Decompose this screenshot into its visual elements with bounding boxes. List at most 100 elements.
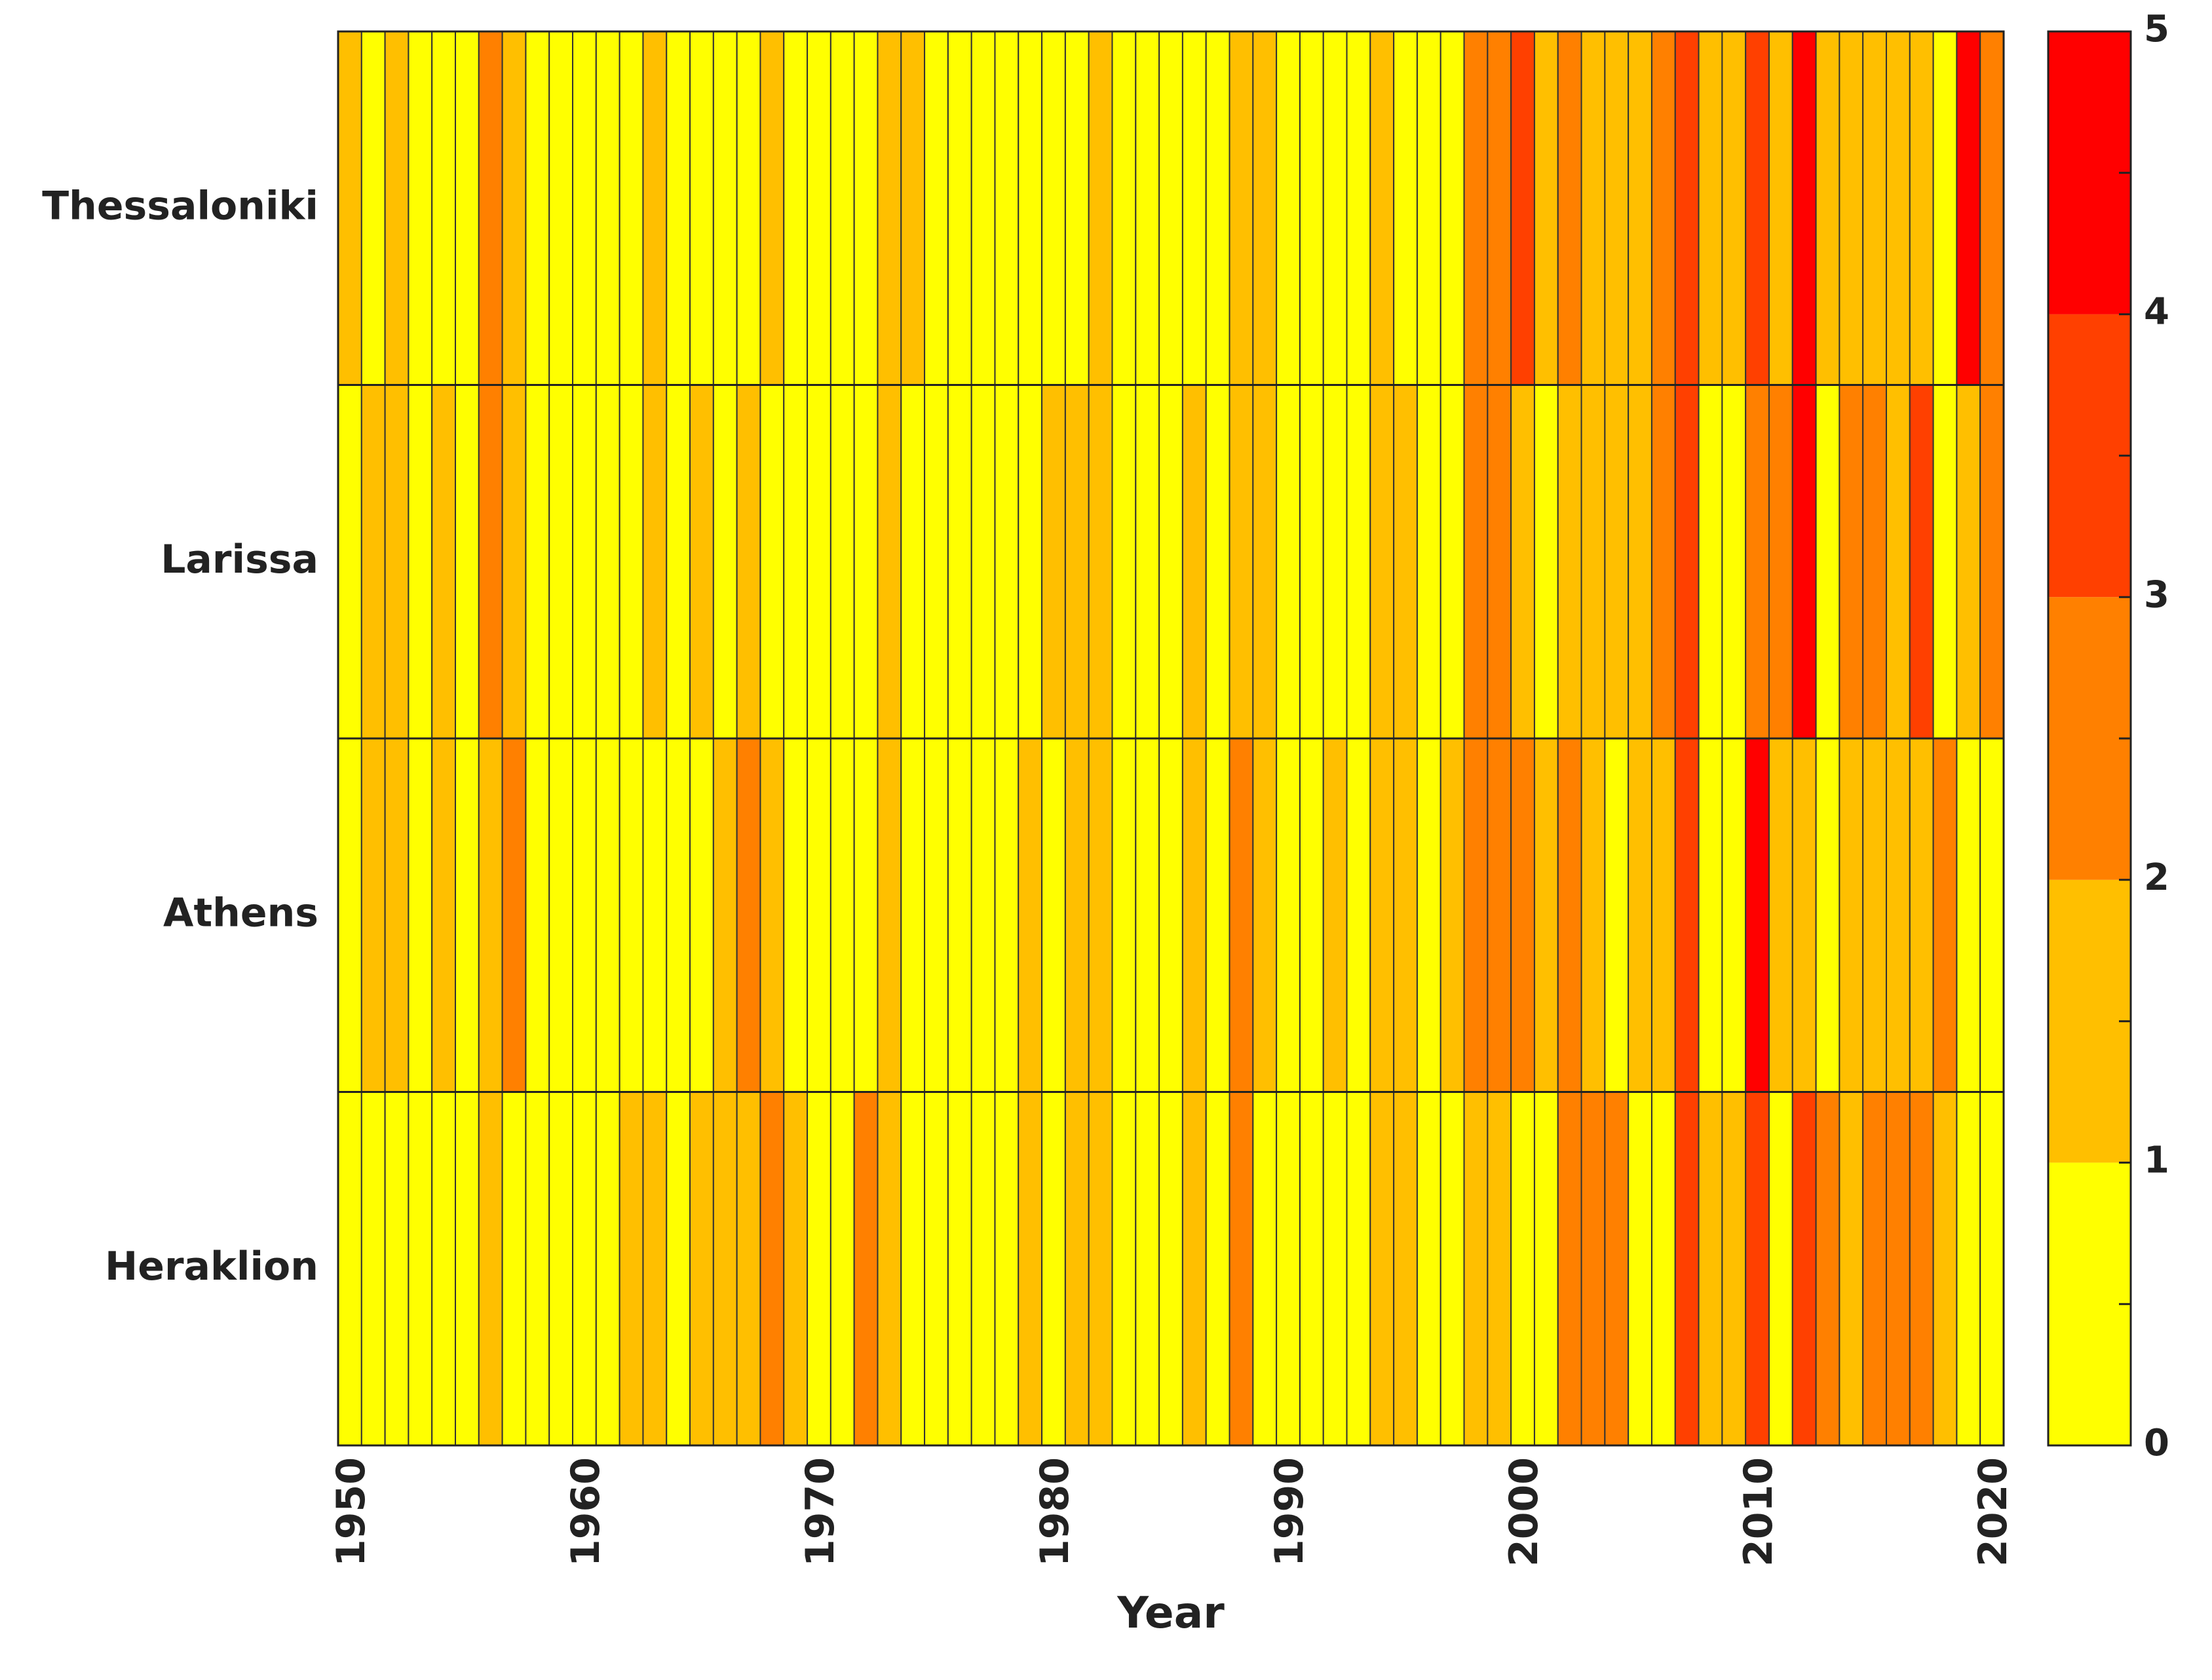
heatmap-cell-larissa-1952 xyxy=(384,384,410,739)
heatmap-cell-heraklion-2012 xyxy=(1791,1091,1817,1446)
heatmap-cell-athens-2005 xyxy=(1628,738,1652,1093)
heatmap-cell-larissa-2018 xyxy=(1932,384,1958,739)
heatmap-cell-thessaloniki-2017 xyxy=(1909,31,1934,386)
heatmap-cell-thessaloniki-2008 xyxy=(1698,31,1723,386)
heatmap-cell-thessaloniki-1974 xyxy=(900,31,926,386)
heatmap-cell-thessaloniki-1982 xyxy=(1088,31,1113,386)
heatmap-cell-heraklion-1986 xyxy=(1181,1091,1207,1446)
heatmap-cell-athens-1954 xyxy=(431,738,457,1093)
heatmap-cell-larissa-1991 xyxy=(1299,384,1324,739)
heatmap-cell-heraklion-1975 xyxy=(924,1091,949,1446)
heatmap-cell-athens-1974 xyxy=(900,738,926,1093)
heatmap-cell-larissa-2016 xyxy=(1885,384,1911,739)
heatmap-cell-athens-1951 xyxy=(360,738,386,1093)
heatmap-cell-larissa-2006 xyxy=(1650,384,1676,739)
heatmap-cell-heraklion-1966 xyxy=(712,1091,738,1446)
heatmap-cell-thessaloniki-1963 xyxy=(642,31,668,386)
heatmap-cell-athens-1952 xyxy=(384,738,410,1093)
heatmap-cell-larissa-1992 xyxy=(1322,384,1348,739)
heatmap-cell-thessaloniki-1952 xyxy=(384,31,410,386)
heatmap-cell-larissa-1974 xyxy=(900,384,926,739)
heatmap-cell-heraklion-2011 xyxy=(1768,1091,1793,1446)
heatmap-cell-heraklion-2008 xyxy=(1698,1091,1723,1446)
heatmap-cell-athens-2004 xyxy=(1604,738,1630,1093)
heatmap-cell-larissa-1965 xyxy=(689,384,714,739)
heatmap-cell-thessaloniki-1981 xyxy=(1064,31,1090,386)
heatmap-cell-athens-2002 xyxy=(1557,738,1582,1093)
colorbar-tick-label-4: 4 xyxy=(2144,291,2169,334)
heatmap-cell-heraklion-1995 xyxy=(1393,1091,1418,1446)
heatmap-cell-athens-1972 xyxy=(853,738,879,1093)
heatmap-cell-heraklion-1977 xyxy=(970,1091,996,1446)
heatmap-cell-thessaloniki-2005 xyxy=(1628,31,1652,386)
heatmap-cell-larissa-1984 xyxy=(1135,384,1160,739)
heatmap-cell-athens-1967 xyxy=(736,738,761,1093)
heatmap-cell-heraklion-2009 xyxy=(1721,1091,1747,1446)
heatmap-cell-larissa-1961 xyxy=(595,384,620,739)
colorbar xyxy=(2047,30,2132,1447)
heatmap-cell-athens-2007 xyxy=(1674,738,1700,1093)
heatmap-cell-larissa-1958 xyxy=(525,384,550,739)
row-separators xyxy=(337,30,2005,1447)
heatmap-cell-athens-1955 xyxy=(455,738,480,1093)
heatmap-cell-heraklion-1967 xyxy=(736,1091,761,1446)
heatmap-cell-larissa-1967 xyxy=(736,384,761,739)
row-label-thessaloniki: Thessaloniki xyxy=(42,183,318,229)
heatmap-cell-athens-1994 xyxy=(1369,738,1395,1093)
heatmap-cell-thessaloniki-1998 xyxy=(1463,31,1489,386)
heatmap-cell-thessaloniki-1955 xyxy=(455,31,480,386)
heatmap-cell-larissa-1970 xyxy=(807,384,831,739)
heatmap-cell-thessaloniki-2013 xyxy=(1815,31,1840,386)
heatmap-cell-athens-2018 xyxy=(1932,738,1958,1093)
colorbar-band-3 xyxy=(2048,314,2131,598)
heatmap-cell-heraklion-2005 xyxy=(1628,1091,1652,1446)
heatmap-cell-heraklion-1961 xyxy=(595,1091,620,1446)
heatmap-cell-thessaloniki-1977 xyxy=(970,31,996,386)
heatmap-cell-thessaloniki-2015 xyxy=(1862,31,1887,386)
colorbar-band-4 xyxy=(2048,31,2131,315)
heatmap-cell-heraklion-1957 xyxy=(501,1091,527,1446)
heatmap-cell-athens-1992 xyxy=(1322,738,1348,1093)
heatmap-cell-thessaloniki-1969 xyxy=(783,31,809,386)
heatmap-cell-athens-1998 xyxy=(1463,738,1489,1093)
heatmap-cell-larissa-1975 xyxy=(924,384,949,739)
heatmap-cell-athens-1960 xyxy=(572,738,597,1093)
heatmap-cell-larissa-1950 xyxy=(337,384,362,739)
heatmap-cell-thessaloniki-1968 xyxy=(759,31,785,386)
heatmap-cell-heraklion-1999 xyxy=(1487,1091,1512,1446)
heatmap-cell-heraklion-2020 xyxy=(1979,1091,2004,1446)
x-tick-label-1980: 1980 xyxy=(1032,1457,1078,1567)
heatmap-cell-larissa-1981 xyxy=(1064,384,1090,739)
heatmap-cell-heraklion-2018 xyxy=(1932,1091,1958,1446)
heatmap-cell-athens-1962 xyxy=(619,738,644,1093)
heatmap-cell-thessaloniki-1997 xyxy=(1440,31,1465,386)
heatmap-cell-heraklion-1968 xyxy=(759,1091,785,1446)
heatmap-cell-thessaloniki-1999 xyxy=(1487,31,1512,386)
heatmap-cell-thessaloniki-1994 xyxy=(1369,31,1395,386)
heatmap-cell-larissa-1989 xyxy=(1252,384,1278,739)
heatmap-cell-heraklion-1983 xyxy=(1111,1091,1137,1446)
heatmap-cell-heraklion-1979 xyxy=(1018,1091,1043,1446)
heatmap-cell-larissa-1979 xyxy=(1018,384,1043,739)
heatmap-cell-athens-1980 xyxy=(1041,738,1066,1093)
x-tick-label-1990: 1990 xyxy=(1267,1457,1312,1567)
heatmap-cell-thessaloniki-1995 xyxy=(1393,31,1418,386)
heatmap-cell-larissa-1964 xyxy=(666,384,691,739)
heatmap-cell-larissa-1969 xyxy=(783,384,809,739)
heatmap-cell-thessaloniki-2012 xyxy=(1791,31,1817,386)
heatmap-cell-thessaloniki-1958 xyxy=(525,31,550,386)
heatmap-cell-athens-1957 xyxy=(501,738,527,1093)
heatmap-cell-heraklion-2001 xyxy=(1533,1091,1559,1446)
heatmap-cell-heraklion-1998 xyxy=(1463,1091,1489,1446)
heatmap-cell-athens-1989 xyxy=(1252,738,1278,1093)
x-tick-label-2010: 2010 xyxy=(1736,1457,1782,1567)
heatmap-cell-athens-1969 xyxy=(783,738,809,1093)
heatmap-cell-athens-2019 xyxy=(1956,738,1981,1093)
heatmap-cell-heraklion-1954 xyxy=(431,1091,457,1446)
heatmap-cell-thessaloniki-2014 xyxy=(1839,31,1864,386)
heatmap-cell-athens-1976 xyxy=(947,738,972,1093)
heatmap-cell-heraklion-1984 xyxy=(1135,1091,1160,1446)
heatmap-cell-heraklion-2006 xyxy=(1650,1091,1676,1446)
heatmap-cell-heraklion-1974 xyxy=(900,1091,926,1446)
heatmap-cell-heraklion-2015 xyxy=(1862,1091,1887,1446)
